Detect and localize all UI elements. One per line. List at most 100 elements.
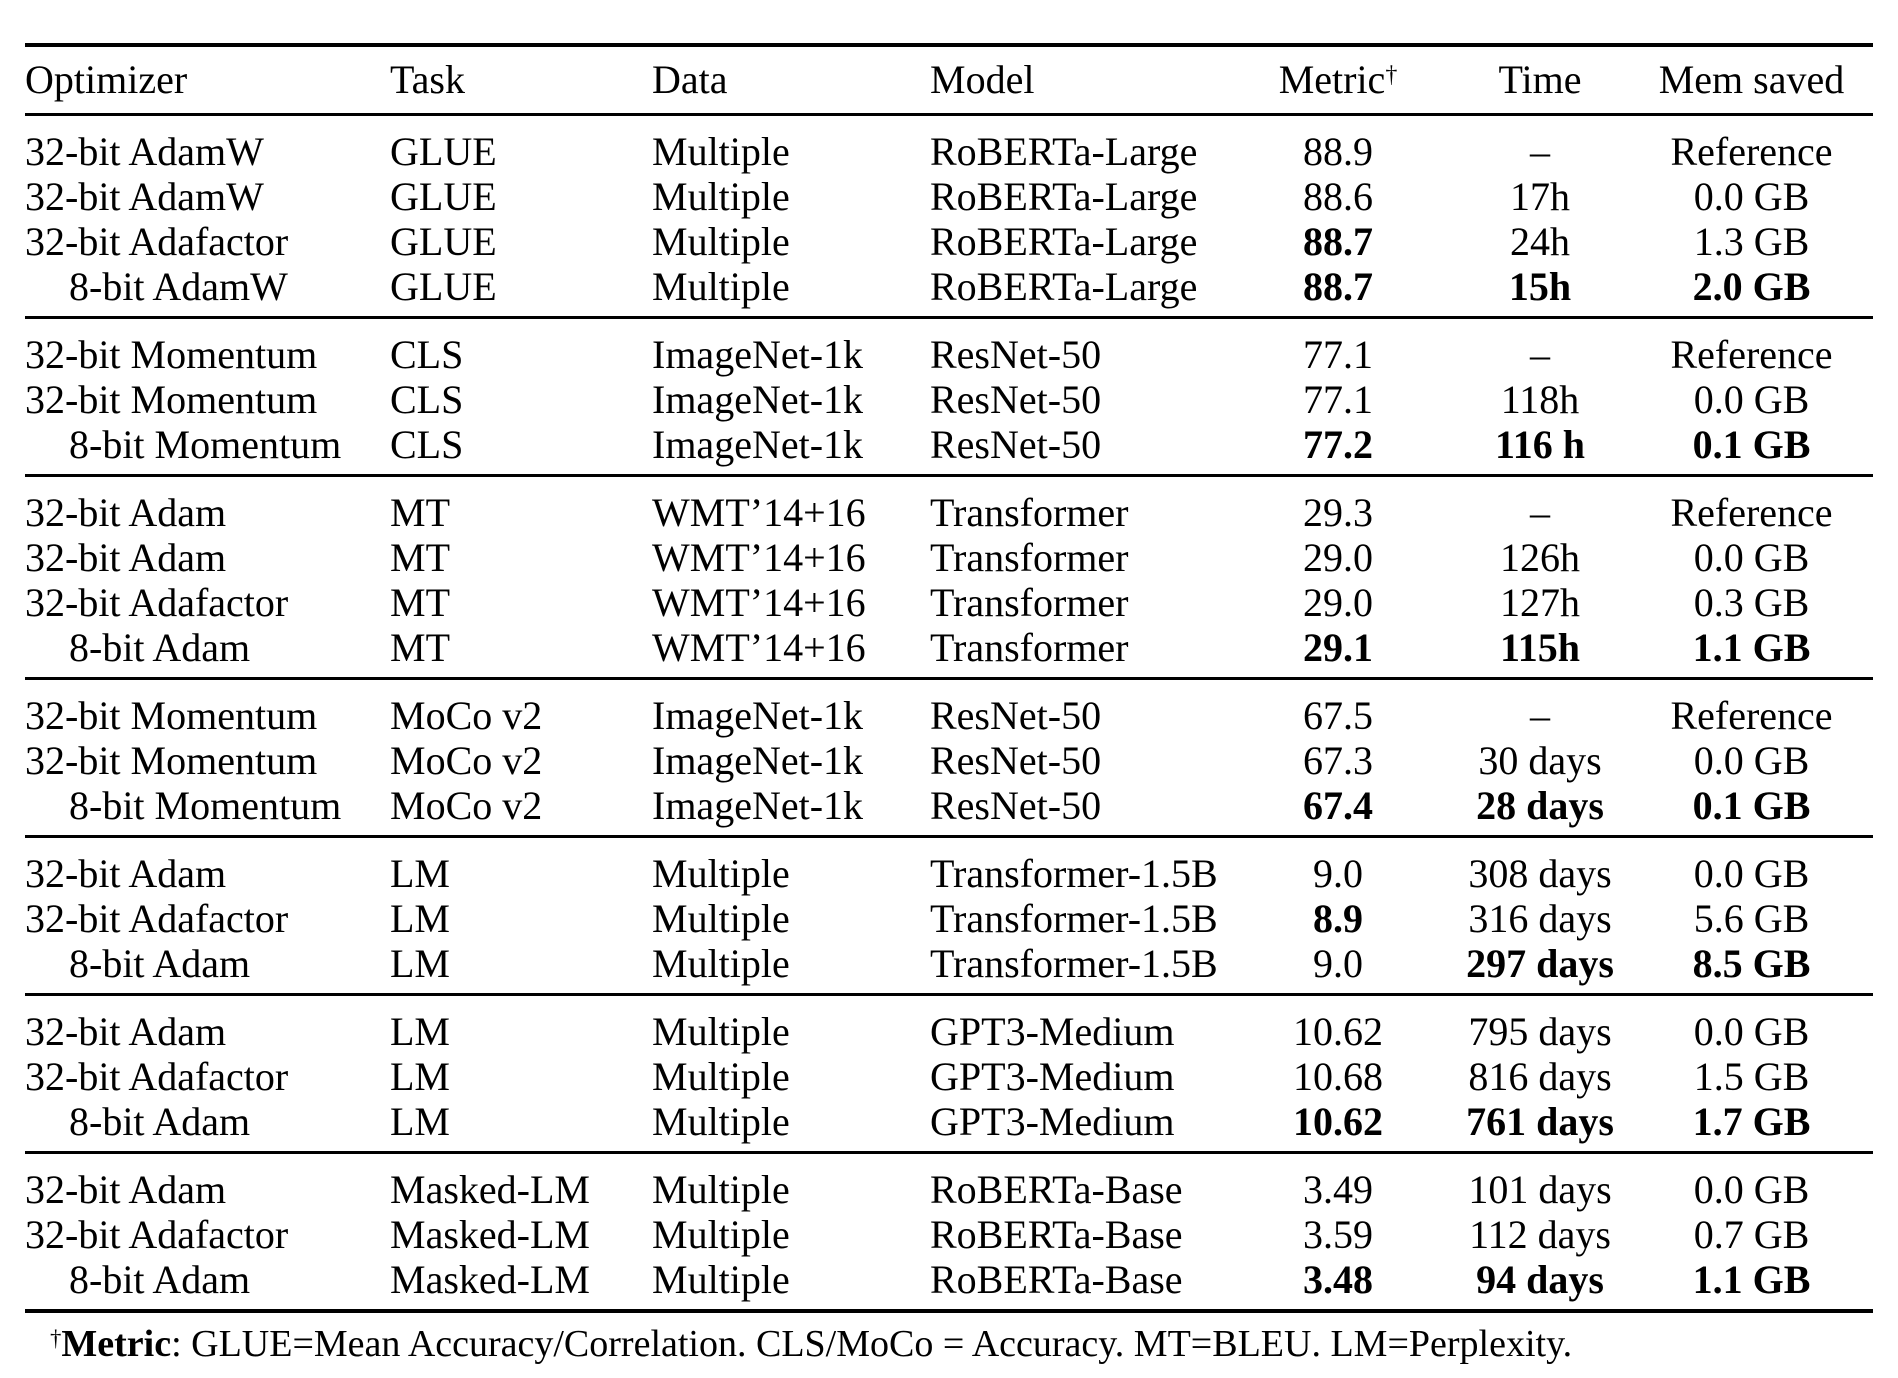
cell-model: Transformer-1.5B bbox=[930, 896, 1218, 941]
cell-optimizer: 32-bit Adafactor bbox=[25, 219, 289, 264]
cell-metric: 9.0 bbox=[1313, 851, 1363, 896]
cell-optimizer: 32-bit Adam bbox=[25, 1167, 227, 1212]
cell-task: CLS bbox=[390, 332, 464, 377]
cell-mem-saved: 0.7 GB bbox=[1693, 1212, 1810, 1257]
table-group-7: 32-bit Adam Masked-LM Multiple RoBERTa-Base… bbox=[25, 1153, 1873, 1313]
cell-metric: 88.6 bbox=[1303, 174, 1373, 219]
cell-model: ResNet-50 bbox=[930, 332, 1102, 377]
cell-time: 112 days bbox=[1469, 1212, 1611, 1257]
cell-data: WMT’14+16 bbox=[652, 625, 930, 680]
cell-time: 15h bbox=[1450, 264, 1630, 319]
cell-task: LM bbox=[390, 1054, 450, 1099]
cell-metric: 77.2 bbox=[1226, 422, 1450, 477]
cell-model: RoBERTa-Base bbox=[930, 1212, 1183, 1257]
cell-model: Transformer bbox=[930, 580, 1129, 625]
cell-model: GPT3-Medium bbox=[930, 1099, 1226, 1154]
cell-task: MT bbox=[390, 580, 450, 625]
cell-task: MoCo v2 bbox=[390, 693, 543, 738]
cell-data: ImageNet-1k bbox=[652, 332, 864, 377]
cell-model: ResNet-50 bbox=[930, 693, 1102, 738]
cell-mem-saved: 0.0 GB bbox=[1693, 738, 1810, 783]
cell-mem-saved: 0.0 GB bbox=[1693, 377, 1810, 422]
cell-model: GPT3-Medium bbox=[930, 1009, 1175, 1054]
cell-task: GLUE bbox=[390, 219, 497, 264]
table-row: 8-bit Adam LM Multiple Transformer-1.5B 9.0 2… bbox=[25, 941, 1873, 996]
cell-task: LM bbox=[390, 1099, 652, 1154]
cell-data: ImageNet-1k bbox=[652, 422, 930, 477]
column-header-time: Time bbox=[1450, 45, 1630, 116]
cell-model: GPT3-Medium bbox=[930, 1054, 1175, 1099]
table-row: 8-bit Momentum CLS ImageNet-1k ResNet-50 77.… bbox=[25, 422, 1873, 477]
results-table: Optimizer Task Data Model Metric† Time Mem sav… bbox=[25, 43, 1873, 1313]
cell-time: 297 days bbox=[1450, 941, 1630, 996]
cell-task: CLS bbox=[390, 422, 652, 477]
cell-data: Multiple bbox=[652, 1212, 790, 1257]
table-row: 32-bit Adam LM Multiple GPT3-Medium 10.62 795… bbox=[25, 995, 1873, 1055]
table-row: 32-bit Adam LM Multiple Transformer-1.5B 9.0… bbox=[25, 837, 1873, 897]
cell-data: Multiple bbox=[652, 896, 790, 941]
cell-optimizer: 8-bit Adam bbox=[25, 1257, 390, 1313]
cell-mem-saved: Reference bbox=[1670, 693, 1833, 738]
cell-time: 308 days bbox=[1468, 851, 1612, 896]
cell-mem-saved: 1.7 GB bbox=[1630, 1099, 1873, 1154]
cell-data: Multiple bbox=[652, 941, 930, 996]
footnote-dagger: † bbox=[50, 1325, 62, 1351]
cell-data: Multiple bbox=[652, 1099, 930, 1154]
table-row: 32-bit Momentum CLS ImageNet-1k ResNet-50 77… bbox=[25, 377, 1873, 422]
cell-time: 28 days bbox=[1450, 783, 1630, 838]
cell-data: ImageNet-1k bbox=[652, 693, 864, 738]
cell-task: CLS bbox=[390, 377, 464, 422]
cell-time: 17h bbox=[1510, 174, 1570, 219]
cell-data: Multiple bbox=[652, 264, 930, 319]
cell-time: 101 days bbox=[1468, 1167, 1612, 1212]
cell-task: MoCo v2 bbox=[390, 783, 652, 838]
cell-time: 126h bbox=[1500, 535, 1580, 580]
cell-time: 94 days bbox=[1450, 1257, 1630, 1313]
cell-mem-saved: Reference bbox=[1670, 332, 1833, 377]
cell-time: – bbox=[1530, 490, 1550, 535]
cell-metric: 88.7 bbox=[1226, 264, 1450, 319]
cell-mem-saved: Reference bbox=[1670, 490, 1833, 535]
cell-optimizer: 32-bit Adam bbox=[25, 1009, 227, 1054]
cell-model: ResNet-50 bbox=[930, 783, 1226, 838]
table-row: 32-bit Momentum CLS ImageNet-1k ResNet-50 77… bbox=[25, 318, 1873, 378]
table-row: 32-bit Adafactor GLUE Multiple RoBERTa-Larg… bbox=[25, 219, 1873, 264]
cell-mem-saved: 8.5 GB bbox=[1630, 941, 1873, 996]
cell-metric: 10.62 bbox=[1226, 1099, 1450, 1154]
cell-time: 115h bbox=[1450, 625, 1630, 680]
table-row: 32-bit Adam MT WMT’14+16 Transformer 29.3 – Re… bbox=[25, 476, 1873, 536]
table-row: 32-bit Adam MT WMT’14+16 Transformer 29.0 126… bbox=[25, 535, 1873, 580]
cell-data: WMT’14+16 bbox=[652, 580, 866, 625]
cell-model: RoBERTa-Large bbox=[930, 174, 1198, 219]
cell-model: ResNet-50 bbox=[930, 738, 1102, 783]
table-group-3: 32-bit Adam MT WMT’14+16 Transformer 29.3– Re… bbox=[25, 476, 1873, 680]
cell-optimizer: 8-bit Momentum bbox=[25, 422, 390, 477]
cell-optimizer: 32-bit Adafactor bbox=[25, 1054, 289, 1099]
cell-metric: 29.1 bbox=[1226, 625, 1450, 680]
cell-data: Multiple bbox=[652, 1167, 790, 1212]
cell-task: MT bbox=[390, 625, 652, 680]
cell-optimizer: 32-bit Adafactor bbox=[25, 580, 289, 625]
cell-optimizer: 8-bit AdamW bbox=[25, 264, 390, 319]
column-header-metric: Metric† bbox=[1226, 45, 1450, 116]
cell-time: 816 days bbox=[1468, 1054, 1612, 1099]
table-group-4: 32-bit Momentum MoCo v2 ImageNet-1k ResNet-… bbox=[25, 679, 1873, 838]
cell-optimizer: 32-bit Adafactor bbox=[25, 1212, 289, 1257]
cell-metric: 67.4 bbox=[1226, 783, 1450, 838]
cell-data: WMT’14+16 bbox=[652, 535, 866, 580]
table-row: 32-bit Adam Masked-LM Multiple RoBERTa-Base… bbox=[25, 1153, 1873, 1213]
cell-model: Transformer bbox=[930, 490, 1129, 535]
table-row: 8-bit Adam MT WMT’14+16 Transformer 29.1 115h… bbox=[25, 625, 1873, 680]
cell-task: LM bbox=[390, 1009, 450, 1054]
table-row: 32-bit Adafactor Masked-LM Multiple RoBERTa… bbox=[25, 1212, 1873, 1257]
cell-task: Masked-LM bbox=[390, 1212, 590, 1257]
cell-metric: 8.9 bbox=[1313, 896, 1363, 941]
table-row: 32-bit Adafactor LM Multiple Transformer-1.… bbox=[25, 896, 1873, 941]
cell-data: Multiple bbox=[652, 1054, 790, 1099]
table-header: Optimizer Task Data Model Metric† Time Mem sav… bbox=[25, 45, 1873, 116]
table-row: 8-bit Momentum MoCo v2 ImageNet-1k ResNet-5… bbox=[25, 783, 1873, 838]
footnote-label: Metric bbox=[61, 1323, 172, 1365]
cell-mem-saved: 0.0 GB bbox=[1693, 174, 1810, 219]
cell-model: Transformer-1.5B bbox=[930, 941, 1226, 996]
